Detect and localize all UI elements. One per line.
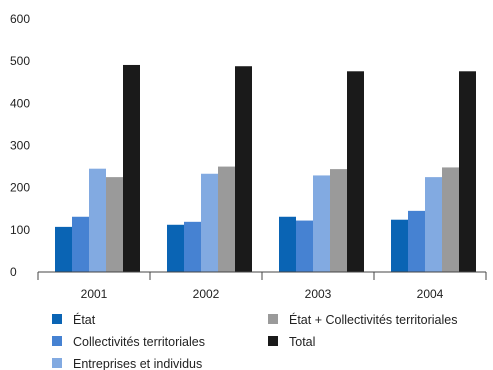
legend-swatch (52, 358, 62, 368)
bar (425, 177, 442, 272)
y-tick-label: 100 (10, 223, 30, 237)
y-tick-label: 600 (10, 12, 30, 26)
legend: État Collectivités territoriales Entrepris… (52, 312, 457, 370)
legend-label: Total (289, 335, 315, 349)
bar (347, 71, 364, 272)
legend-swatch (52, 314, 62, 324)
y-tick-label: 0 (10, 265, 17, 279)
bar (72, 216, 89, 272)
bar (459, 71, 476, 272)
bar (313, 175, 330, 272)
bar (184, 221, 201, 272)
y-tick-label: 400 (10, 96, 30, 110)
bar (408, 210, 425, 272)
legend-label: État (73, 312, 96, 327)
x-tick-label: 2003 (305, 287, 332, 301)
bars (55, 64, 476, 272)
y-tick-label: 500 (10, 54, 30, 68)
y-axis-ticks: 0 100 200 300 400 500 600 (10, 12, 30, 279)
x-tick-label: 2002 (193, 287, 220, 301)
bar (123, 64, 140, 272)
bar (218, 166, 235, 272)
legend-label: Entreprises et individus (73, 357, 202, 370)
bar (391, 219, 408, 272)
legend-swatch (268, 336, 278, 346)
legend-label: État + Collectivités territoriales (289, 312, 457, 327)
x-tick-label: 2004 (417, 287, 444, 301)
bar (201, 173, 218, 272)
y-tick-label: 200 (10, 181, 30, 195)
bar (167, 224, 184, 272)
legend-label: Collectivités territoriales (73, 335, 205, 349)
y-tick-label: 300 (10, 139, 30, 153)
bar (89, 168, 106, 272)
bar (330, 169, 347, 272)
legend-swatch (268, 314, 278, 324)
legend-swatch (52, 336, 62, 346)
bar (55, 226, 72, 272)
bar (279, 216, 296, 272)
bar (106, 177, 123, 272)
x-axis-ticks: 2001 2002 2003 2004 (37, 272, 487, 301)
bar (235, 66, 252, 272)
bar (296, 220, 313, 272)
x-tick-label: 2001 (81, 287, 108, 301)
bar (442, 167, 459, 272)
